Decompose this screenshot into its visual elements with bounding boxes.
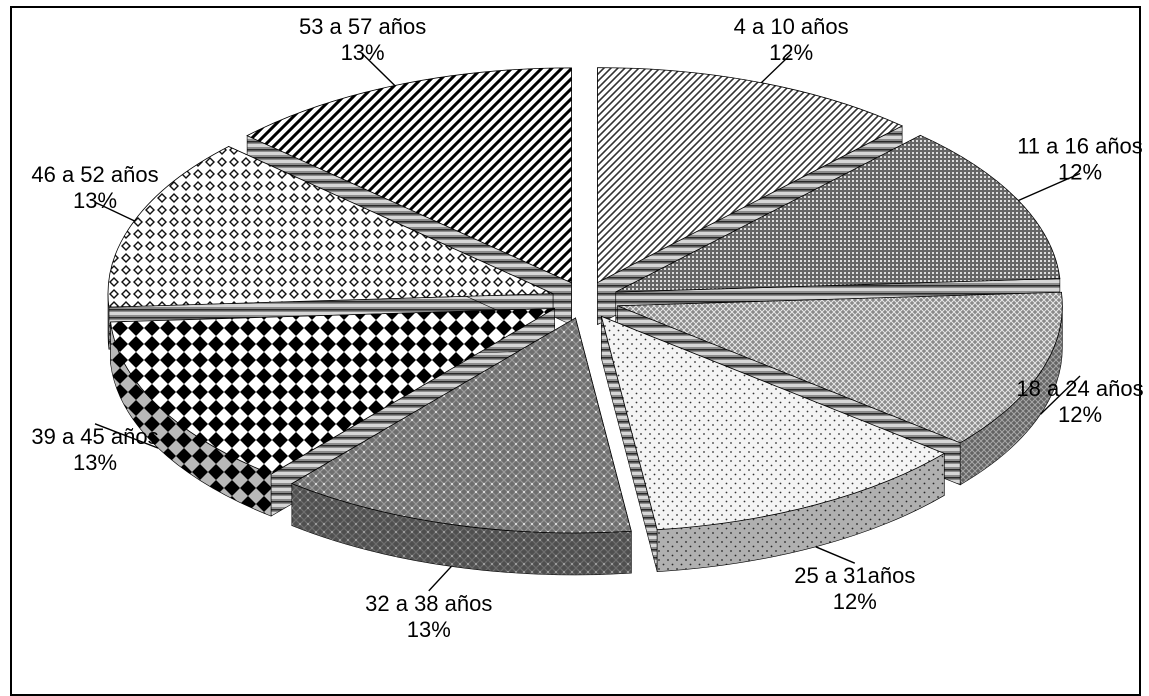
slice-category-label-7: 53 a 57 años bbox=[299, 14, 426, 39]
slice-value-label-5: 13% bbox=[73, 450, 117, 475]
slice-category-label-4: 32 a 38 años bbox=[365, 591, 492, 616]
leader-line-4 bbox=[428, 565, 452, 592]
slice-category-label-2: 18 a 24 años bbox=[1016, 376, 1143, 401]
leader-line-3 bbox=[815, 546, 856, 564]
leader-line-2 bbox=[1040, 375, 1081, 415]
slice-value-label-3: 12% bbox=[833, 589, 877, 614]
leader-line-6 bbox=[94, 201, 135, 222]
slice-value-label-6: 13% bbox=[73, 188, 117, 213]
slice-value-label-7: 13% bbox=[341, 40, 385, 65]
pie-slice-3 bbox=[600, 315, 946, 573]
leader-line-7 bbox=[362, 53, 396, 87]
slice-category-label-6: 46 a 52 años bbox=[31, 162, 158, 187]
pie-slice-4 bbox=[290, 317, 632, 576]
slice-category-label-0: 4 a 10 años bbox=[734, 14, 849, 39]
slice-category-label-1: 11 a 16 años bbox=[1017, 133, 1143, 158]
leader-line-1 bbox=[1018, 172, 1081, 202]
slice-value-label-4: 13% bbox=[407, 617, 451, 642]
leader-line-0 bbox=[760, 53, 792, 84]
slice-category-label-5: 39 a 45 años bbox=[31, 424, 158, 449]
slice-value-label-1: 12% bbox=[1058, 159, 1102, 184]
leader-line-5 bbox=[94, 423, 159, 449]
slice-value-label-0: 12% bbox=[769, 40, 813, 65]
slice-category-label-3: 25 a 31años bbox=[794, 563, 915, 588]
slice-value-label-2: 12% bbox=[1058, 402, 1102, 427]
